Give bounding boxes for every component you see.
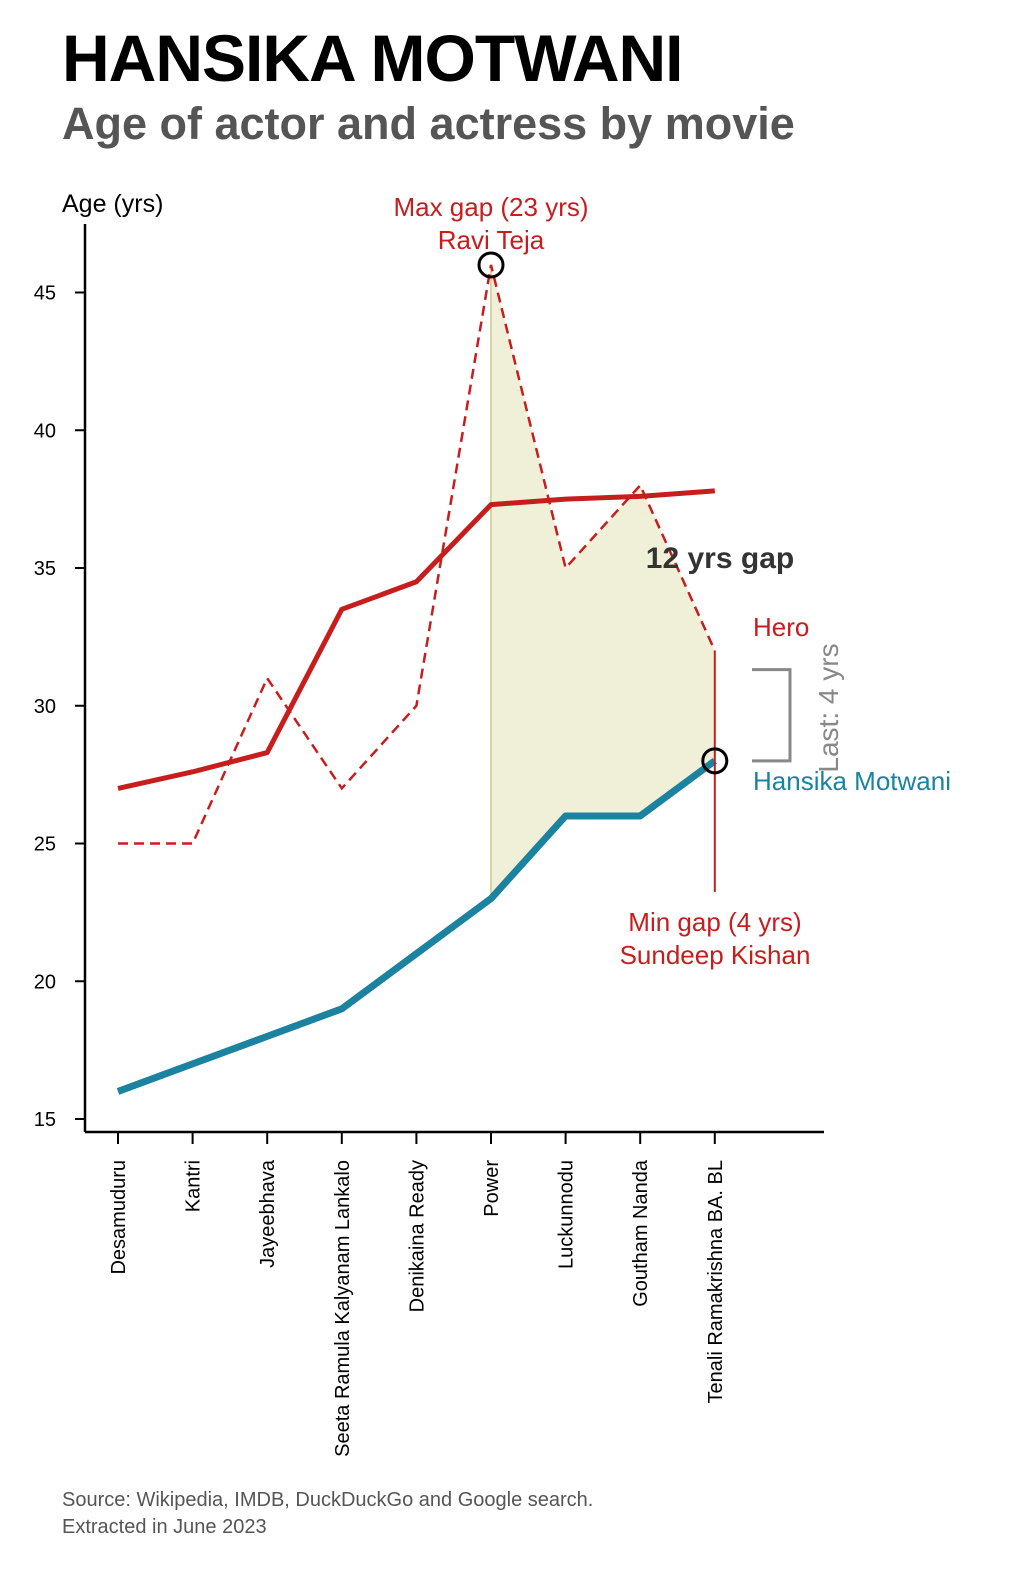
max-gap-label: Max gap (23 yrs) <box>393 192 588 222</box>
x-tick-label: Seeta Ramula Kalyanam Lankalo <box>332 1160 354 1457</box>
x-tick-label: Kantri <box>183 1160 205 1212</box>
x-tick-label: Luckunnodu <box>556 1160 578 1269</box>
hero-trend-line <box>117 488 715 791</box>
x-tick-label: Tenali Ramakrishna BA. BL <box>705 1160 727 1403</box>
last-gap-label: Last: 4 yrs <box>813 643 844 772</box>
max-gap-actor-label: Ravi Teja <box>438 225 545 255</box>
source-note: Source: Wikipedia, IMDB, DuckDuckGo and … <box>62 1487 593 1541</box>
gap-band <box>491 264 715 899</box>
series-layer <box>116 251 729 1095</box>
x-tick-label: Jayeebhava <box>257 1159 279 1268</box>
y-tick-label: 20 <box>34 971 56 993</box>
actress-series-label: Hansika Motwani <box>753 766 951 796</box>
actress-age-line <box>116 758 717 1095</box>
gap-value-label: 12 yrs gap <box>646 542 794 575</box>
source-line-2: Extracted in June 2023 <box>62 1516 267 1538</box>
min-gap-marker <box>701 747 729 775</box>
max-gap-marker <box>477 251 505 279</box>
y-tick-label: 15 <box>34 1109 56 1131</box>
axes: Age (yrs) 15 20 25 30 35 40 45 Desamuduru Kantri J… <box>34 190 824 1457</box>
y-tick-label: 45 <box>34 283 56 305</box>
hero-age-line <box>118 264 716 845</box>
chart-title: HANSIKA MOTWANI <box>62 21 684 95</box>
x-tick-label: Denikaina Ready <box>406 1160 428 1312</box>
y-tick-label: 30 <box>34 696 56 718</box>
y-tick-label: 35 <box>34 558 56 580</box>
source-line-1: Source: Wikipedia, IMDB, DuckDuckGo and … <box>62 1489 594 1511</box>
x-tick-label: Desamuduru <box>108 1160 130 1275</box>
y-axis-label: Age (yrs) <box>62 190 163 218</box>
min-gap-actor-label: Sundeep Kishan <box>620 940 811 970</box>
y-tick-label: 25 <box>34 834 56 856</box>
chart-subtitle: Age of actor and actress by movie <box>62 98 795 149</box>
y-tick-label: 40 <box>34 420 56 442</box>
annotations-layer: Max gap (23 yrs)Ravi Teja Min gap (4 yrs)… <box>393 192 951 970</box>
last-gap-bracket <box>752 668 792 763</box>
hero-series-label: Hero <box>753 612 809 642</box>
min-gap-label: Min gap (4 yrs) <box>628 907 801 937</box>
x-tick-label: Goutham Nanda <box>630 1159 652 1307</box>
gap-band-layer <box>490 264 715 899</box>
x-tick-label: Power <box>481 1160 503 1217</box>
